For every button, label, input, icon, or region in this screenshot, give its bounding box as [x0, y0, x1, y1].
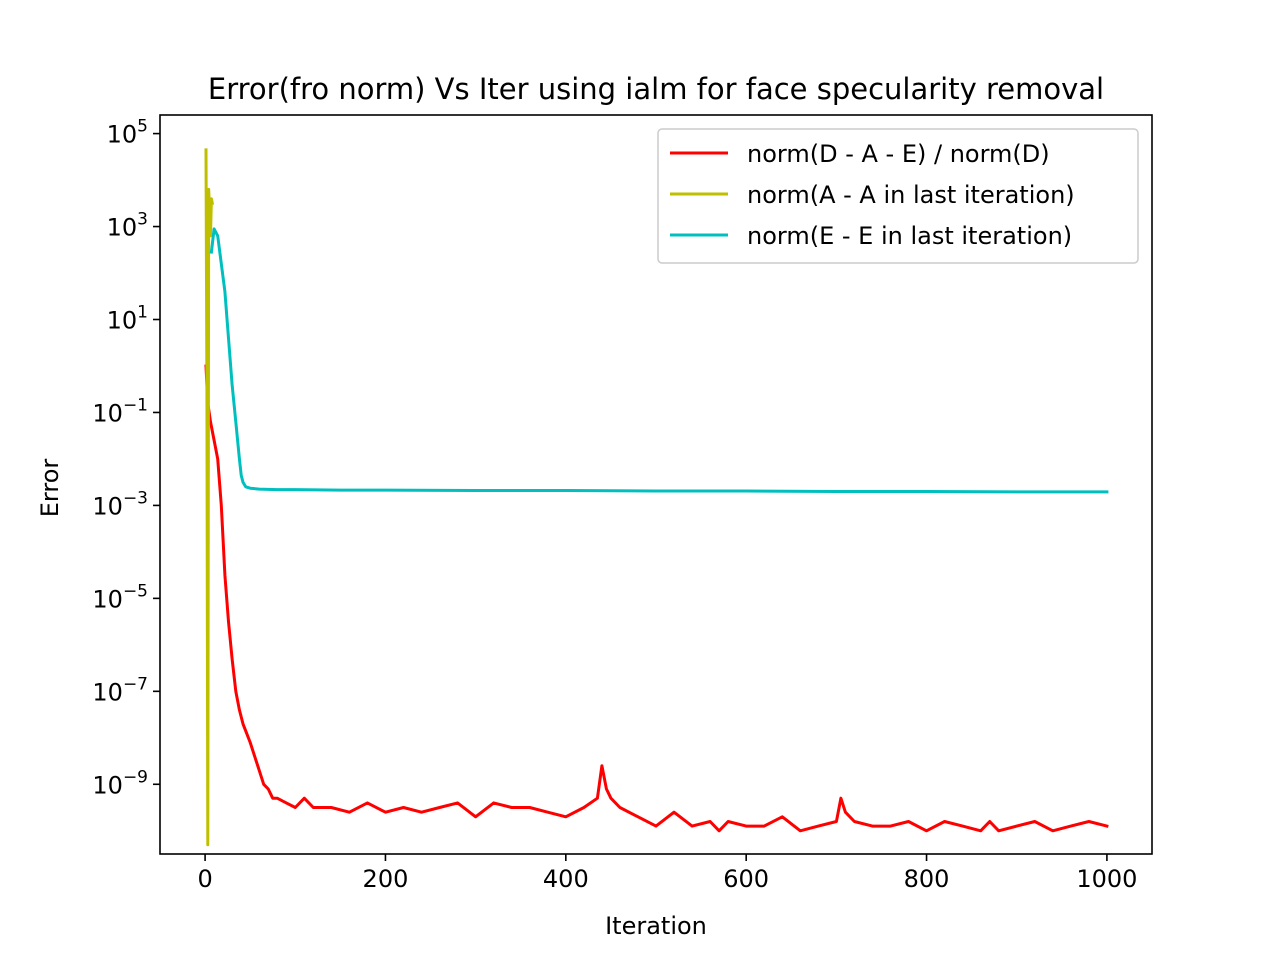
y-axis-ticks: 105 103 101 10−1 10−3 10−5 10−7 10−9: [92, 117, 160, 799]
y-tick-label: 103: [107, 210, 148, 242]
y-tick-label: 10−9: [92, 767, 148, 799]
chart-title: Error(fro norm) Vs Iter using ialm for f…: [208, 72, 1104, 106]
plot-frame: [159, 114, 1153, 855]
series-line-2: [204, 148, 215, 847]
series-line-3: [209, 227, 1109, 494]
x-tick-label: 1000: [1076, 865, 1137, 893]
x-tick-label: 800: [904, 865, 950, 893]
x-tick-label: 400: [543, 865, 589, 893]
y-tick-label: 101: [107, 303, 148, 335]
legend-label-1: norm(D - A - E) / norm(D): [747, 140, 1050, 168]
legend-label-3: norm(E - E in last iteration): [747, 222, 1072, 250]
x-tick-label: 0: [197, 865, 212, 893]
y-tick-label: 105: [107, 117, 148, 149]
x-tick-label: 200: [363, 865, 409, 893]
x-axis-ticks: 0 200 400 600 800 1000: [197, 854, 1137, 893]
y-tick-label: 10−5: [92, 581, 148, 613]
y-axis-label: Error: [36, 459, 64, 518]
x-tick-label: 600: [723, 865, 769, 893]
legend-label-2: norm(A - A in last iteration): [747, 181, 1075, 209]
y-tick-label: 10−7: [92, 674, 148, 706]
legend-box: [657, 128, 1139, 264]
y-tick-label: 10−3: [92, 488, 148, 520]
legend: norm(D - A - E) / norm(D) norm(A - A in l…: [657, 128, 1139, 264]
x-axis-label: Iteration: [605, 912, 707, 940]
y-tick-label: 10−1: [92, 395, 148, 427]
series-line-1: [204, 364, 1109, 833]
plot-lines: [204, 148, 1109, 847]
